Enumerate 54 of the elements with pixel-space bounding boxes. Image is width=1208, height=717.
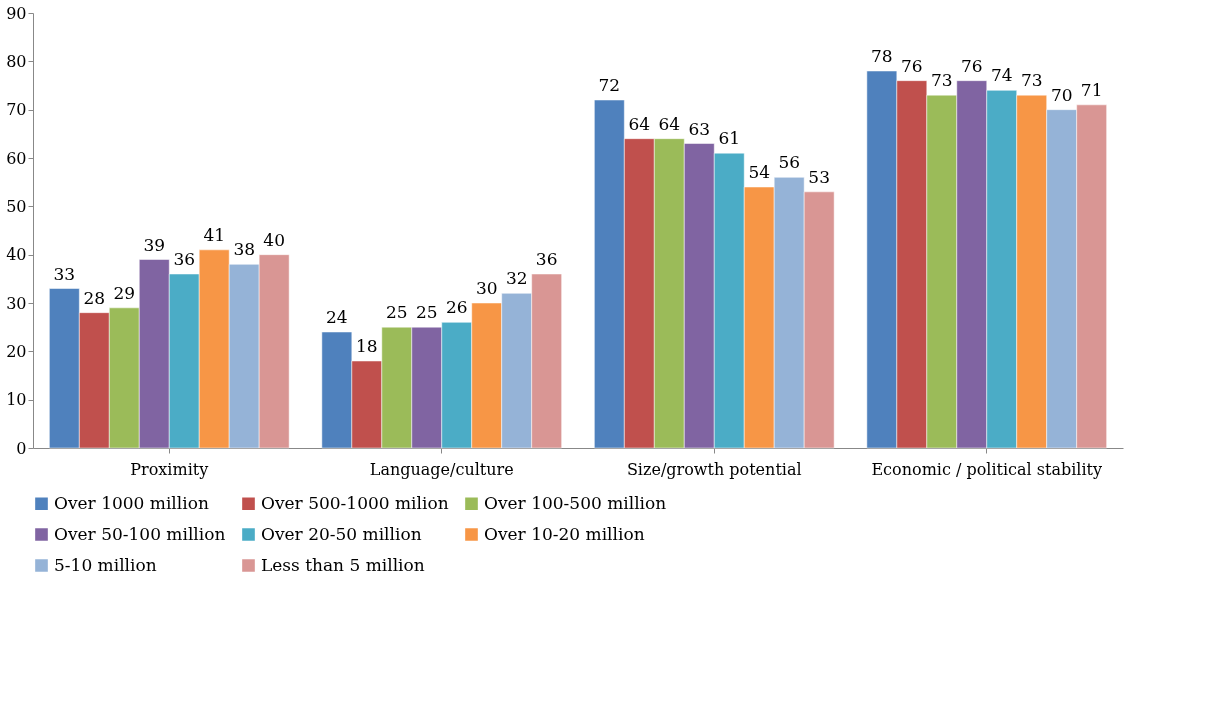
legend-label: Over 100-500 million	[484, 492, 667, 513]
data-label: 28	[83, 287, 106, 308]
y-tick-label: 70	[6, 100, 27, 120]
data-label: 72	[598, 75, 621, 95]
data-label: 40	[263, 229, 285, 250]
data-label: 18	[355, 336, 378, 356]
data-label: 76	[900, 55, 923, 76]
y-tick-label: 60	[6, 148, 27, 168]
data-label: 73	[930, 70, 953, 91]
data-label: 54	[748, 162, 771, 182]
data-label: 74	[990, 65, 1013, 86]
x-tick-label: Language/culture	[369, 459, 514, 479]
x-tick-label: Proximity	[130, 459, 209, 479]
y-tick-label: 90	[6, 3, 27, 23]
legend-label: Less than 5 million	[261, 554, 425, 575]
legend-label: Over 50-100 million	[54, 523, 226, 544]
data-label: 25	[415, 302, 438, 323]
legend-label: Over 500-1000 milion	[261, 492, 449, 513]
x-tick-label: Size/growth potential	[626, 459, 802, 479]
data-label: 32	[505, 268, 528, 289]
data-label: 25	[385, 302, 408, 323]
data-label: 38	[233, 239, 256, 260]
y-tick-label: 10	[6, 390, 27, 410]
data-label: 71	[1080, 79, 1103, 100]
data-label: 73	[1020, 70, 1043, 91]
data-label: 76	[960, 55, 983, 76]
y-tick-label: 40	[6, 245, 27, 265]
data-label: 36	[535, 249, 558, 269]
data-label: 64	[628, 113, 651, 134]
data-label: 30	[475, 278, 498, 298]
data-label: 64	[658, 113, 681, 134]
legend-label: Over 10-20 million	[484, 523, 645, 544]
y-tick-label: 30	[6, 293, 27, 313]
y-tick-label: 50	[6, 196, 27, 216]
data-label: 41	[203, 224, 226, 245]
data-label: 56	[778, 152, 801, 173]
y-tick-label: 20	[6, 341, 27, 361]
legend-label: Over 20-50 million	[261, 523, 422, 544]
data-label: 70	[1050, 84, 1073, 105]
data-label: 78	[871, 46, 893, 66]
x-tick-label: Economic / political stability	[871, 459, 1103, 479]
data-label: 61	[718, 128, 741, 149]
y-tick-label: 80	[6, 51, 27, 71]
data-label: 36	[173, 249, 196, 269]
y-tick-label: 0	[16, 438, 27, 458]
data-label: 39	[143, 234, 166, 255]
legend-label: Over 1000 million	[54, 492, 209, 513]
data-label: 26	[445, 297, 468, 318]
data-label: 29	[113, 282, 136, 303]
data-label: 33	[53, 263, 76, 284]
data-label: 63	[688, 118, 711, 139]
data-label: 53	[808, 166, 830, 187]
legend-label: 5-10 million	[54, 554, 157, 575]
data-label: 24	[326, 307, 348, 327]
